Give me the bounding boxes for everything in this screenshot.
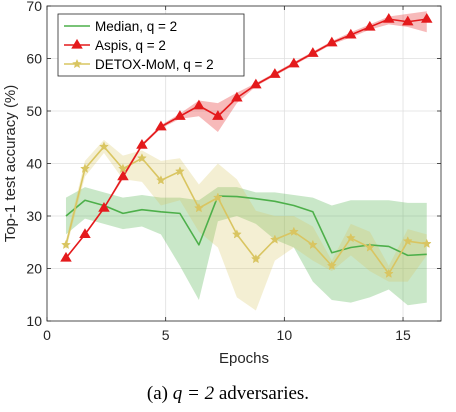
aspis-marker [402,15,414,26]
aspis-marker [269,68,281,78]
detox-marker [345,232,356,243]
aspis-marker [364,20,376,31]
detox-marker [307,239,318,250]
aspis-marker [383,13,395,23]
aspis-marker [174,110,186,120]
detox-marker [421,238,432,248]
detox-marker [156,175,166,185]
chart: 0 5 10 15 10 20 30 40 50 60 70 Epochs Top-1 test … [2,0,442,367]
aspis-marker [250,78,262,89]
detox-marker [193,202,204,213]
figure-caption: (a) q = 2 adversaries. [0,383,456,405]
axis-ticks [46,5,441,322]
confidence-bands [65,11,427,311]
aspis-marker [193,99,205,110]
aspis-marker [60,251,72,262]
detox-marker [231,229,242,239]
detox-marker [61,239,71,250]
series-markers [60,13,433,278]
y-tick-label: 40 [26,156,42,172]
detox-marker [288,226,299,236]
y-tick-labels: 10 20 30 40 50 60 70 [26,0,42,329]
aspis-marker [117,170,129,181]
x-tick-label: 15 [395,327,411,343]
x-tick-label: 0 [43,327,51,343]
aspis-marker [231,91,243,102]
detox-marker [72,58,82,69]
x-tick-label: 10 [277,327,293,343]
y-tick-label: 70 [26,0,42,14]
aspis-marker [71,38,83,49]
caption-math: q = 2 [172,383,215,404]
legend: Median, q = 2 Aspis, q = 2 DETOX-MoM, q = … [57,13,245,77]
aspis-marker [212,110,224,120]
x-tick-label: 5 [162,327,170,343]
y-tick-label: 60 [26,51,42,67]
detox-marker [269,234,280,244]
band-star-2 [65,139,427,311]
detox-marker [383,268,394,278]
aspis-marker [345,28,357,39]
aspis-marker [98,202,110,212]
y-tick-label: 50 [26,103,42,119]
detox-marker [326,260,337,271]
aspis-marker [421,13,433,23]
legend-label: Aspis, q = 2 [95,38,166,53]
aspis-marker [326,36,338,47]
detox-marker [250,253,261,264]
aspis-marker [307,47,319,57]
aspis-marker [136,139,148,149]
detox-marker [175,166,185,176]
caption-prefix: (a) [146,383,173,404]
x-axis-label: Epochs [219,350,269,367]
detox-marker [212,192,223,202]
y-tick-label: 10 [26,313,42,329]
aspis-marker [155,120,167,131]
y-axis-label: Top-1 test accuracy (%) [2,85,19,243]
aspis-marker [79,228,91,238]
detox-marker [80,163,90,173]
detox-marker [402,236,413,246]
detox-marker [99,141,109,151]
caption-suffix: adversaries. [214,383,310,404]
legend-label: DETOX-MoM, q = 2 [95,57,214,72]
detox-marker [364,242,375,252]
legend-label: Median, q = 2 [95,19,177,34]
x-tick-labels: 0 5 10 15 [43,327,411,343]
detox-marker [137,153,147,163]
aspis-marker [288,57,300,68]
band-none-0 [65,187,427,306]
y-tick-label: 20 [26,261,42,277]
y-tick-label: 30 [26,208,42,224]
